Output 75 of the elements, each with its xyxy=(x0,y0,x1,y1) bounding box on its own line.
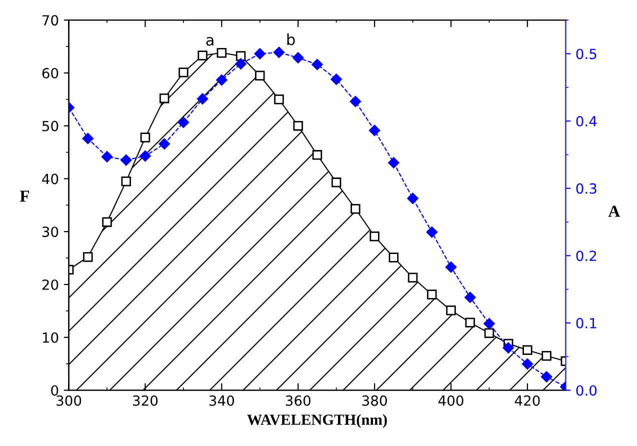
x-tick-label: 420 xyxy=(514,395,540,406)
y2-tick-label: 0.0 xyxy=(576,385,597,396)
point xyxy=(120,154,132,166)
point xyxy=(350,96,362,108)
point xyxy=(484,318,495,330)
x-tick-label: 300 xyxy=(56,395,82,406)
y-axis-title: F xyxy=(20,190,30,202)
point xyxy=(312,58,323,70)
point xyxy=(178,68,188,78)
point xyxy=(522,345,532,355)
y2-tick-label: 0.3 xyxy=(576,183,596,194)
point xyxy=(465,318,475,328)
point xyxy=(198,50,208,60)
point xyxy=(292,52,304,64)
point xyxy=(445,261,457,273)
point xyxy=(140,150,151,162)
point xyxy=(178,116,190,128)
point xyxy=(368,124,380,136)
y-tick-label: 30 xyxy=(42,226,58,238)
point xyxy=(331,178,342,188)
y-tick-label: 20 xyxy=(42,279,58,290)
point xyxy=(255,70,265,80)
x-tick-label: 380 xyxy=(362,395,387,406)
point xyxy=(388,157,400,168)
point xyxy=(235,58,246,70)
y2-tick-label: 0.1 xyxy=(576,318,596,328)
point xyxy=(484,328,494,338)
y-tick-label: 10 xyxy=(42,332,58,343)
x-tick-label: 340 xyxy=(209,395,234,406)
x-axis-title: WAVELENGTH(nm) xyxy=(247,414,387,428)
y2-tick-label: 0.4 xyxy=(576,116,597,126)
y2-axis-title: A xyxy=(608,206,620,217)
point xyxy=(254,48,266,60)
point xyxy=(102,217,112,227)
point xyxy=(408,272,418,282)
point xyxy=(330,74,342,85)
y-tick-label: 60 xyxy=(42,68,58,78)
point xyxy=(293,120,303,131)
point xyxy=(121,176,131,186)
point xyxy=(407,192,418,204)
y-tick-label: 50 xyxy=(42,120,58,132)
y-tick-label: 40 xyxy=(42,174,58,184)
y-tick-label: 0 xyxy=(51,385,58,396)
x-tick-label: 360 xyxy=(286,395,310,406)
point xyxy=(446,306,456,316)
point xyxy=(216,48,227,58)
x-tick-label: 320 xyxy=(133,395,158,406)
y2-tick-label: 0.2 xyxy=(576,250,596,262)
y-tick-label: 70 xyxy=(42,15,58,26)
point xyxy=(370,232,380,242)
point xyxy=(82,132,94,144)
point xyxy=(101,151,113,162)
y2-tick-label: 0.5 xyxy=(576,48,596,60)
annotation: b xyxy=(287,33,295,46)
point xyxy=(522,358,534,370)
point xyxy=(236,51,246,61)
point xyxy=(350,204,360,214)
point xyxy=(312,150,322,160)
x-tick-label: 400 xyxy=(438,395,464,406)
point xyxy=(196,93,208,104)
point xyxy=(140,132,150,142)
point xyxy=(427,290,437,300)
point xyxy=(502,342,514,354)
point xyxy=(426,226,438,238)
point xyxy=(464,292,476,303)
point xyxy=(273,46,285,58)
point xyxy=(216,74,228,86)
point xyxy=(159,93,170,104)
point xyxy=(274,94,284,104)
point xyxy=(542,351,552,361)
point xyxy=(158,138,170,150)
point xyxy=(540,371,552,382)
point xyxy=(83,252,93,262)
annotation: a xyxy=(206,36,214,46)
point xyxy=(388,252,399,262)
